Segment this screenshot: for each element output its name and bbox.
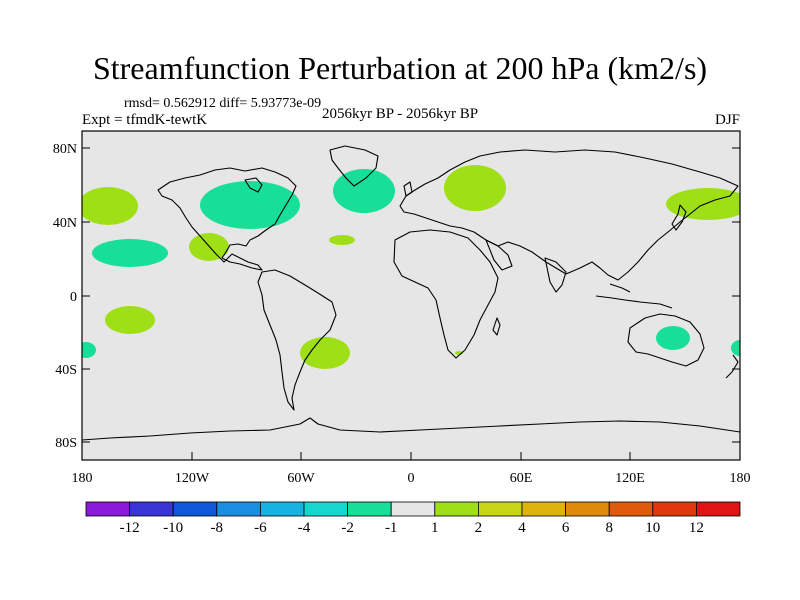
coastline-hudson-bay <box>244 177 263 193</box>
anomaly-region-europe <box>444 165 506 211</box>
x-tick-label: 120E <box>615 471 645 486</box>
y-tick-label: 80N <box>53 142 77 157</box>
colorbar-swatch <box>172 501 218 517</box>
colorbar-label: 6 <box>562 520 570 536</box>
colorbar-label: -10 <box>163 520 183 536</box>
colorbar-swatch <box>565 501 610 517</box>
coastline-britain <box>403 181 413 197</box>
map-title: Streamfunction Perturbation at 200 hPa (… <box>92 50 708 86</box>
colorbar-swatch <box>652 501 697 517</box>
x-tick-label: 60E <box>510 471 533 486</box>
coastline-arabia <box>485 239 513 271</box>
colorbar-swatch <box>85 501 130 517</box>
coastlines <box>82 145 740 441</box>
anomaly-region-dateline-west <box>82 342 96 358</box>
y-axis-ticks <box>82 147 740 443</box>
colorbar-label: 2 <box>475 520 483 536</box>
y-tick-label: 40N <box>53 216 77 231</box>
colorbar-swatch <box>259 501 305 517</box>
colorbar-label: -6 <box>254 520 267 536</box>
coastline-africa <box>393 229 499 359</box>
coastline-india <box>544 257 567 293</box>
colorbar-swatch <box>696 501 741 517</box>
time-period-label: 2056kyr BP - 2056kyr BP <box>322 106 479 122</box>
anomaly-region-n-pacific-east <box>666 188 740 220</box>
colorbar-swatch <box>434 501 479 517</box>
anomaly-region-mexico <box>189 233 229 261</box>
x-tick-label: 120W <box>175 471 210 486</box>
colorbar-label: 1 <box>431 520 439 536</box>
coastline-indonesia <box>595 283 673 309</box>
rmsd-diff-stats: rmsd= 0.562912 diff= 5.93773e-09 <box>124 96 322 111</box>
coastline-australia <box>627 313 705 367</box>
coastline-madagascar <box>492 317 501 336</box>
anomaly-region-australia <box>656 326 690 350</box>
colorbar-label: 12 <box>689 520 704 536</box>
x-tick-label: 180 <box>72 471 93 486</box>
colorbar-swatch <box>303 501 348 517</box>
coastline-north-america <box>157 167 297 271</box>
colorbar-label: -2 <box>341 520 354 536</box>
coastline-japan <box>671 204 687 231</box>
colorbar-label: 4 <box>518 520 526 536</box>
x-tick-label: 0 <box>408 471 415 486</box>
x-tick-label: 60W <box>287 471 315 486</box>
anomaly-region-dateline-east <box>731 340 740 356</box>
coastline-greenland <box>329 145 379 187</box>
anomaly-region-s-pacific <box>105 306 155 334</box>
colorbar-swatch <box>521 501 566 517</box>
colorbar-swatch <box>216 501 261 517</box>
coastline-new-zealand <box>725 354 739 379</box>
y-tick-label: 80S <box>55 436 77 451</box>
coastline-antarctica <box>82 417 740 441</box>
colorbar-label: 10 <box>645 520 660 536</box>
colorbar-label: -12 <box>120 520 140 536</box>
season-label: DJF <box>714 112 740 128</box>
colorbar-label: -4 <box>298 520 311 536</box>
colorbar-swatch <box>129 501 174 517</box>
colorbar-swatch <box>477 501 523 517</box>
colorbar-swatch <box>608 501 654 517</box>
experiment-label: Expt = tfmdK-tewtK <box>82 112 208 128</box>
anomaly-region-hawaii <box>92 239 168 267</box>
x-axis-ticks <box>81 452 741 460</box>
colorbar-label: 8 <box>605 520 613 536</box>
anomaly-region-atlantic-small <box>329 235 355 245</box>
colorbar-swatch <box>347 501 392 517</box>
anomaly-region-s-atlantic <box>300 337 350 369</box>
anomaly-region-npac-west <box>82 187 138 225</box>
colorbar: -12 -10 -8 -6 -4 -2 -1 1 2 4 6 8 10 12 <box>85 501 741 536</box>
coastline-south-america <box>257 269 337 411</box>
x-tick-label: 180 <box>730 471 751 486</box>
y-tick-label: 0 <box>70 290 77 305</box>
colorbar-label: -1 <box>385 520 398 536</box>
colorbar-swatch <box>390 501 436 517</box>
y-tick-label: 40S <box>55 363 77 378</box>
colorbar-label: -8 <box>211 520 224 536</box>
anomaly-region-n-atlantic <box>333 169 395 213</box>
anomaly-region-n-america <box>200 181 300 229</box>
map-background <box>82 131 740 460</box>
